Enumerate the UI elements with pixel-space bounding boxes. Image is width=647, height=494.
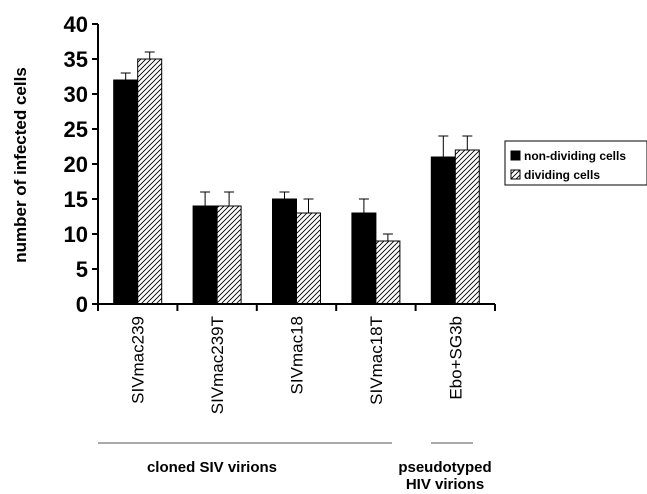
y-tick-label-0: 0: [76, 292, 88, 317]
legend-label-dividing: dividing cells: [524, 168, 600, 182]
y-tick-label-2: 10: [64, 222, 88, 247]
bar-dividing-0: [137, 58, 163, 305]
group-label-pseudotyped-line2: HIV virions: [406, 476, 484, 493]
bar-dividing-1: [216, 205, 242, 305]
category-labels: SIVmac239 SIVmac239T SIVmac18 SIVmac18T Ebo+…: [129, 316, 466, 414]
y-tick-label-3: 15: [64, 187, 88, 212]
y-tick-label-1: 5: [76, 257, 88, 282]
category-label-4: Ebo+SG3b: [446, 316, 465, 400]
y-tick-label-5: 25: [64, 117, 88, 142]
legend-label-non-dividing: non-dividing cells: [524, 149, 626, 163]
group-labels: cloned SIV virions pseudotyped HIV virio…: [98, 442, 492, 493]
category-label-3: SIVmac18T: [367, 316, 386, 405]
bar-non-dividing-0: [113, 79, 139, 305]
category-label-2: SIVmac18: [288, 316, 307, 394]
category-label-1: SIVmac239T: [208, 316, 227, 414]
y-tick-label-6: 30: [64, 82, 88, 107]
category-label-0: SIVmac239: [129, 316, 148, 404]
legend-box: [504, 140, 647, 186]
legend-swatch-non-dividing: [510, 150, 521, 161]
bar-dividing-2: [296, 212, 321, 305]
bar-non-dividing-3: [351, 212, 377, 305]
y-tick-label-8: 40: [64, 12, 88, 37]
legend: non-dividing cells dividing cells: [504, 140, 647, 186]
plot-area: [113, 51, 480, 305]
y-axis-label: number of infected cells: [11, 67, 30, 263]
bar-non-dividing-2: [272, 198, 297, 305]
group-label-cloned: cloned SIV virions: [147, 459, 277, 476]
group-label-pseudotyped-line1: pseudotyped: [398, 459, 491, 476]
bar-dividing-3: [375, 240, 401, 305]
bar-dividing-4: [454, 149, 480, 305]
y-tick-label-4: 20: [64, 152, 88, 177]
bar-non-dividing-4: [430, 156, 456, 305]
bar-non-dividing-1: [192, 205, 218, 305]
axes: 0 5 10 15 20 25 30 35 40: [64, 12, 496, 317]
y-tick-label-7: 35: [64, 47, 88, 72]
legend-swatch-dividing: [510, 169, 521, 180]
